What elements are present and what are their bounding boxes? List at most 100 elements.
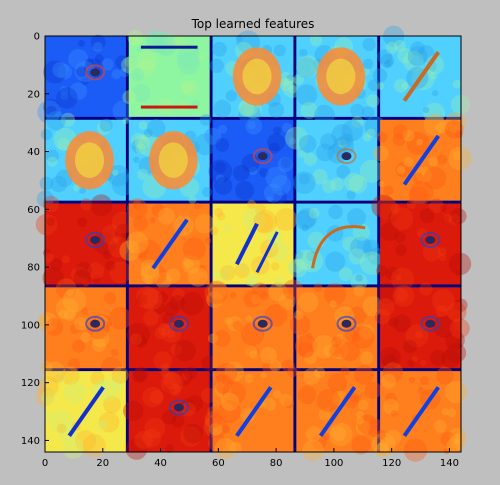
tile-texture bbox=[317, 389, 340, 412]
tile-texture bbox=[249, 350, 258, 359]
tile-texture bbox=[428, 157, 437, 166]
tile-texture bbox=[322, 180, 336, 194]
tile-texture bbox=[244, 274, 256, 286]
tile-texture bbox=[232, 320, 242, 330]
tile-texture bbox=[183, 237, 206, 260]
feature-stripe-bottom bbox=[141, 106, 198, 109]
tile-texture bbox=[352, 326, 375, 349]
feature-spot bbox=[258, 320, 268, 328]
tile-texture bbox=[245, 374, 254, 383]
tile-texture bbox=[166, 268, 180, 282]
x-tick-label: 80 bbox=[270, 458, 283, 469]
tile-texture bbox=[174, 340, 196, 362]
x-tick-label: 20 bbox=[96, 458, 109, 469]
tile-texture bbox=[213, 271, 221, 279]
tile-texture bbox=[62, 437, 84, 459]
tile-texture bbox=[298, 292, 318, 312]
tile-texture bbox=[77, 217, 87, 227]
tile-texture bbox=[215, 138, 229, 152]
tile-texture bbox=[298, 386, 317, 405]
feature-spot bbox=[425, 320, 435, 328]
tile-texture bbox=[298, 342, 314, 358]
tile-texture bbox=[162, 410, 177, 425]
tile-texture bbox=[143, 310, 159, 326]
tile-texture bbox=[278, 157, 293, 172]
tile-texture bbox=[358, 400, 368, 410]
tile-texture bbox=[200, 114, 212, 126]
tile-texture bbox=[90, 194, 112, 216]
tile-texture bbox=[214, 208, 223, 217]
tile-texture bbox=[123, 401, 143, 421]
tile-texture bbox=[127, 198, 148, 219]
tile-texture bbox=[78, 40, 85, 47]
x-tick-label: 140 bbox=[440, 458, 459, 469]
tile-texture bbox=[222, 425, 230, 433]
tile-texture bbox=[212, 42, 227, 57]
tile-texture bbox=[47, 157, 57, 167]
tile-texture bbox=[46, 111, 65, 130]
tile-texture bbox=[109, 307, 132, 330]
tile-texture bbox=[218, 125, 227, 134]
y-tick-label: 100 bbox=[21, 320, 40, 331]
tile-texture bbox=[130, 333, 142, 345]
tile-texture bbox=[445, 381, 467, 403]
tile-texture bbox=[450, 318, 470, 338]
tile-texture bbox=[111, 69, 121, 79]
tile-texture bbox=[210, 59, 224, 73]
tile-texture bbox=[309, 208, 320, 219]
tile-texture bbox=[391, 207, 414, 230]
tile-texture bbox=[424, 114, 446, 136]
tile-texture bbox=[280, 394, 293, 407]
tile-texture bbox=[302, 224, 309, 231]
tile-texture bbox=[420, 376, 429, 385]
tile-texture bbox=[360, 160, 383, 183]
tile-texture bbox=[260, 372, 266, 378]
tile-texture bbox=[215, 363, 237, 385]
tile-texture bbox=[273, 390, 282, 399]
feature-spot bbox=[258, 152, 268, 160]
tile-texture bbox=[437, 154, 447, 164]
tile-texture bbox=[104, 292, 116, 304]
tile-texture bbox=[403, 340, 417, 354]
tile-texture bbox=[247, 121, 255, 129]
tile-texture bbox=[213, 100, 231, 118]
tile-texture bbox=[340, 133, 354, 147]
tile-texture bbox=[273, 127, 281, 135]
tile-texture bbox=[122, 90, 136, 104]
tile-texture bbox=[111, 349, 119, 357]
tile-texture bbox=[395, 244, 407, 256]
tile-texture bbox=[205, 411, 222, 428]
feature-stripe-top bbox=[141, 46, 198, 49]
feature-spot bbox=[90, 320, 100, 328]
x-tick-label: 60 bbox=[212, 458, 225, 469]
tile-texture bbox=[269, 360, 281, 372]
tile-texture bbox=[137, 50, 157, 70]
tile-texture bbox=[434, 420, 447, 433]
tile-texture bbox=[287, 367, 298, 378]
tile-texture bbox=[328, 205, 342, 219]
tile-texture bbox=[329, 300, 336, 307]
tile-texture bbox=[443, 214, 452, 223]
tile-texture bbox=[56, 87, 77, 108]
tile-texture bbox=[235, 181, 254, 200]
tile-texture bbox=[376, 430, 386, 440]
tile-texture bbox=[339, 267, 353, 281]
x-tick-label: 100 bbox=[324, 458, 343, 469]
feature-blob-core bbox=[326, 59, 355, 95]
tile-texture bbox=[177, 52, 200, 75]
tile-texture bbox=[365, 382, 382, 399]
tile-texture bbox=[263, 398, 276, 411]
tile-texture bbox=[271, 175, 291, 195]
x-tick-label: 0 bbox=[42, 458, 48, 469]
tile-texture bbox=[302, 440, 323, 461]
tile-texture bbox=[329, 344, 341, 356]
tile-texture bbox=[303, 368, 320, 385]
tile-texture bbox=[296, 55, 319, 78]
tile-texture bbox=[142, 387, 162, 407]
tile-texture bbox=[52, 62, 68, 78]
tile-texture bbox=[133, 216, 148, 231]
tile-texture bbox=[450, 434, 466, 450]
tile-texture bbox=[161, 372, 184, 395]
tile-texture bbox=[394, 79, 408, 93]
feature-spot bbox=[341, 152, 351, 160]
